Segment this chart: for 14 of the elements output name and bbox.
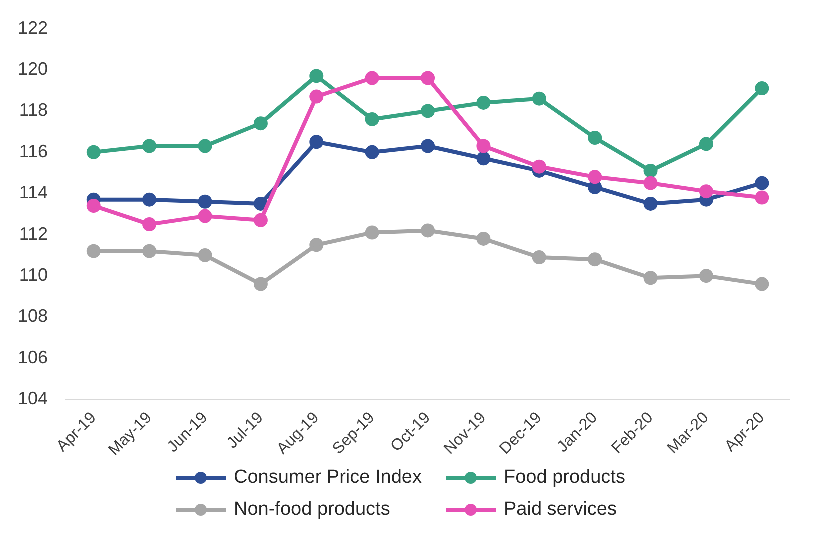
y-tick-label: 106 <box>18 347 48 368</box>
y-tick-label: 104 <box>18 388 48 409</box>
y-tick-label: 120 <box>18 58 48 79</box>
legend-label: Non-food products <box>234 499 390 521</box>
y-tick-label: 116 <box>19 141 48 162</box>
y-tick-label: 110 <box>19 265 48 286</box>
legend-label: Consumer Price Index <box>234 467 422 489</box>
y-tick-label: 112 <box>19 224 48 244</box>
y-tick-label: 118 <box>19 100 48 120</box>
y-tick-label: 114 <box>19 182 48 203</box>
y-tick-label: 122 <box>18 18 48 38</box>
y-tick-label: 108 <box>18 306 48 326</box>
legend-label: Paid services <box>504 499 617 521</box>
legend-label: Food products <box>504 467 626 489</box>
